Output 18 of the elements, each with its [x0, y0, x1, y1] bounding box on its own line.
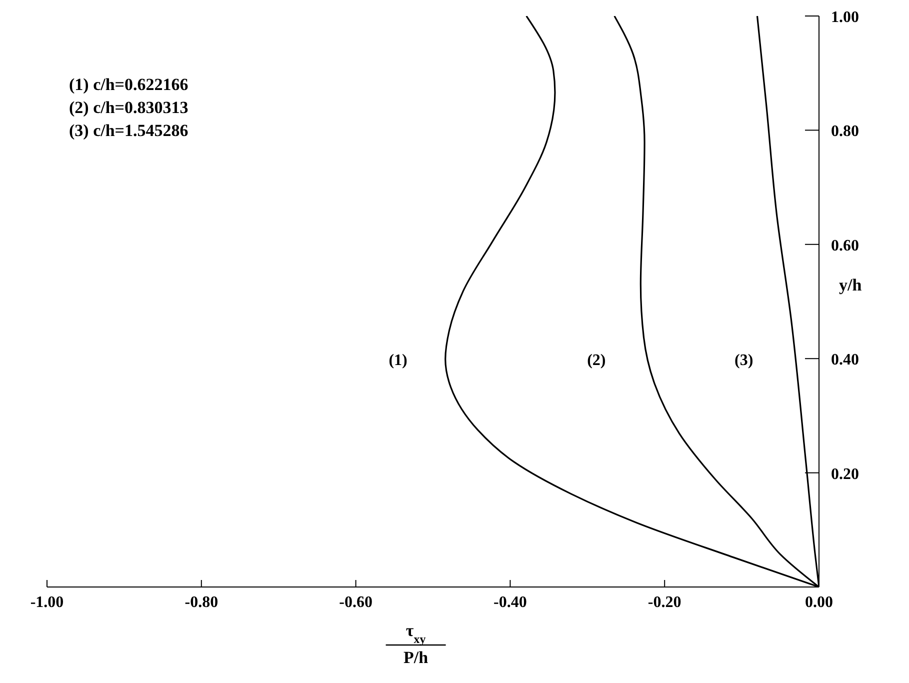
y-tick-label: 1.00 [831, 9, 859, 26]
y-axis-title: y/h [839, 276, 862, 295]
x-tick-label: -0.20 [648, 594, 682, 611]
x-tick-label: -0.40 [494, 594, 527, 611]
text: (1) [388, 352, 408, 370]
y-tick-label: 0.80 [831, 123, 859, 140]
annotation: (3) c/h=1.545286 [69, 121, 188, 140]
x-tick-label: 0.00 [805, 594, 833, 611]
y-tick-label: 0.60 [831, 237, 859, 254]
text: (2) [587, 352, 606, 370]
x-tick-label: -0.60 [339, 594, 372, 611]
annotation: (1) c/h=0.622166 [69, 75, 188, 94]
y-tick-label: 0.40 [831, 352, 859, 369]
annotation: (2) c/h=0.830313 [69, 98, 188, 117]
x-tick-label: -0.80 [184, 594, 218, 611]
y-tick-label: 0.20 [831, 466, 859, 483]
x-tick-label: -1.00 [30, 594, 64, 611]
text: (3) [734, 352, 754, 370]
